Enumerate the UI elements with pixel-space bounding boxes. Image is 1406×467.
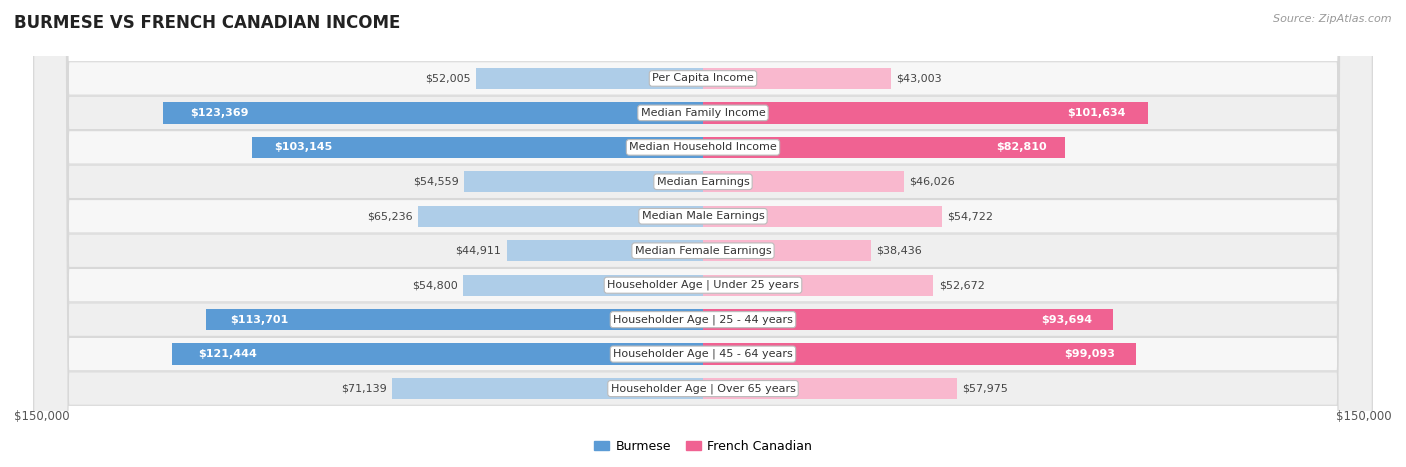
Bar [703, 343, 1136, 365]
Text: $103,145: $103,145 [274, 142, 333, 152]
Bar [703, 171, 904, 192]
Text: Per Capita Income: Per Capita Income [652, 73, 754, 84]
Text: $52,005: $52,005 [425, 73, 470, 84]
Text: $113,701: $113,701 [231, 315, 288, 325]
FancyBboxPatch shape [34, 0, 1372, 467]
Text: $54,722: $54,722 [948, 211, 994, 221]
Text: $46,026: $46,026 [910, 177, 955, 187]
Text: $150,000: $150,000 [1336, 410, 1392, 423]
Bar [252, 137, 703, 158]
Text: $54,800: $54,800 [412, 280, 458, 290]
Text: $43,003: $43,003 [897, 73, 942, 84]
Text: Median Male Earnings: Median Male Earnings [641, 211, 765, 221]
Text: Median Earnings: Median Earnings [657, 177, 749, 187]
Bar [703, 68, 891, 89]
Text: $82,810: $82,810 [997, 142, 1047, 152]
FancyBboxPatch shape [34, 0, 1372, 467]
Bar [703, 205, 942, 227]
Legend: Burmese, French Canadian: Burmese, French Canadian [589, 435, 817, 458]
Text: $121,444: $121,444 [198, 349, 257, 359]
FancyBboxPatch shape [34, 0, 1372, 467]
FancyBboxPatch shape [34, 0, 1372, 467]
Text: $93,694: $93,694 [1042, 315, 1092, 325]
Text: Median Household Income: Median Household Income [628, 142, 778, 152]
Bar [703, 102, 1147, 124]
Text: BURMESE VS FRENCH CANADIAN INCOME: BURMESE VS FRENCH CANADIAN INCOME [14, 14, 401, 32]
Text: $38,436: $38,436 [876, 246, 922, 256]
Bar [703, 240, 872, 262]
Bar [163, 102, 703, 124]
FancyBboxPatch shape [34, 0, 1372, 467]
Bar [703, 137, 1066, 158]
Bar [703, 275, 934, 296]
Bar [392, 378, 703, 399]
Text: $65,236: $65,236 [367, 211, 412, 221]
Text: $150,000: $150,000 [14, 410, 70, 423]
Text: Householder Age | 45 - 64 years: Householder Age | 45 - 64 years [613, 349, 793, 359]
Text: $99,093: $99,093 [1064, 349, 1115, 359]
FancyBboxPatch shape [34, 0, 1372, 467]
Text: $71,139: $71,139 [340, 383, 387, 394]
Text: Median Family Income: Median Family Income [641, 108, 765, 118]
Text: $54,559: $54,559 [413, 177, 460, 187]
Text: Householder Age | Over 65 years: Householder Age | Over 65 years [610, 383, 796, 394]
Bar [418, 205, 703, 227]
Bar [475, 68, 703, 89]
Bar [703, 378, 956, 399]
Text: Source: ZipAtlas.com: Source: ZipAtlas.com [1274, 14, 1392, 24]
Text: $57,975: $57,975 [962, 383, 1008, 394]
FancyBboxPatch shape [34, 0, 1372, 467]
Text: Householder Age | 25 - 44 years: Householder Age | 25 - 44 years [613, 314, 793, 325]
Bar [172, 343, 703, 365]
Bar [205, 309, 703, 330]
Text: $123,369: $123,369 [190, 108, 249, 118]
Text: Householder Age | Under 25 years: Householder Age | Under 25 years [607, 280, 799, 290]
Bar [506, 240, 703, 262]
FancyBboxPatch shape [34, 0, 1372, 467]
Text: $52,672: $52,672 [939, 280, 984, 290]
Bar [703, 309, 1112, 330]
Bar [464, 275, 703, 296]
Text: $101,634: $101,634 [1067, 108, 1125, 118]
Bar [464, 171, 703, 192]
FancyBboxPatch shape [34, 0, 1372, 467]
Text: $44,911: $44,911 [456, 246, 502, 256]
Text: Median Female Earnings: Median Female Earnings [634, 246, 772, 256]
FancyBboxPatch shape [34, 0, 1372, 467]
